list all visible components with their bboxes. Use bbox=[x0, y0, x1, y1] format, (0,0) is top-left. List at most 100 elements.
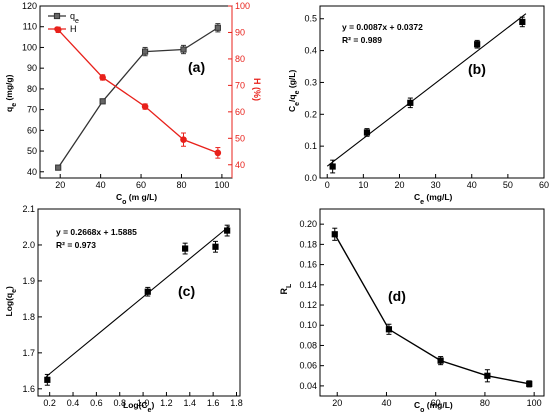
series-line-H bbox=[57, 29, 219, 154]
fit-line bbox=[45, 225, 230, 378]
x-tick-label: 0.6 bbox=[90, 398, 103, 408]
plot-frame-2 bbox=[319, 5, 545, 179]
fit-r2: R² = 0.989 bbox=[342, 35, 382, 45]
y-tick-label: 0.08 bbox=[299, 340, 317, 350]
y-axis-title: Ce/qe (g/L) bbox=[287, 70, 301, 112]
y-tick-label: 0.5 bbox=[304, 14, 317, 24]
data-point bbox=[331, 231, 338, 238]
x-tick-label: 30 bbox=[431, 180, 441, 190]
data-point-qe bbox=[180, 46, 187, 53]
y-tick-label: 60 bbox=[27, 125, 37, 135]
data-point bbox=[44, 376, 51, 383]
data-point-qe bbox=[99, 98, 106, 105]
data-point bbox=[519, 18, 526, 26]
data-point bbox=[182, 245, 189, 252]
y-tick-label: 1.6 bbox=[22, 384, 35, 394]
data-point-H bbox=[214, 149, 222, 157]
y2-tick-label: 70 bbox=[235, 80, 245, 90]
data-point-qe bbox=[214, 24, 221, 31]
y2-axis-title: H (%) bbox=[252, 78, 262, 101]
x-tick-label: 0.8 bbox=[113, 398, 126, 408]
y-tick-label: 100 bbox=[22, 42, 37, 52]
plot-frame-3 bbox=[37, 208, 241, 397]
y2-tick-label: 50 bbox=[235, 133, 245, 143]
legend-marker-H bbox=[54, 26, 60, 32]
panel-label: (a) bbox=[188, 59, 205, 75]
data-point bbox=[437, 357, 444, 364]
legend-label-qe: qe bbox=[70, 11, 79, 25]
x-tick-label: 20 bbox=[394, 180, 404, 190]
series-line bbox=[334, 233, 530, 385]
x-tick-label: 100 bbox=[214, 180, 229, 190]
y-tick-label: 80 bbox=[27, 84, 37, 94]
plot-frame-4 bbox=[319, 208, 545, 397]
x-axis-title: Co (m g/L) bbox=[116, 192, 157, 206]
data-point bbox=[144, 288, 151, 295]
y-tick-label: 2.1 bbox=[22, 204, 35, 214]
x-tick-label: 1.2 bbox=[160, 398, 173, 408]
y-tick-label: 70 bbox=[27, 105, 37, 115]
panel-label: (c) bbox=[178, 283, 195, 299]
y-axis-title: RL bbox=[279, 283, 293, 295]
data-point bbox=[363, 129, 371, 136]
y-tick-label: 120 bbox=[22, 1, 37, 11]
y-axis-title: qe (mg/g) bbox=[4, 74, 18, 112]
y-tick-label: 0.3 bbox=[304, 77, 317, 87]
data-point bbox=[385, 326, 393, 333]
data-point bbox=[484, 372, 491, 379]
x-tick-label: 40 bbox=[96, 180, 106, 190]
y2-tick-label: 40 bbox=[235, 160, 245, 170]
y-tick-label: 2.0 bbox=[22, 240, 35, 250]
fit-r2: R² = 0.973 bbox=[56, 240, 96, 250]
data-point bbox=[474, 41, 481, 48]
data-point bbox=[212, 243, 219, 250]
data-point bbox=[329, 163, 336, 170]
y-tick-label: 0.16 bbox=[299, 260, 317, 270]
y-tick-label: 0.2 bbox=[304, 109, 317, 119]
data-point-qe bbox=[141, 48, 149, 55]
data-point-H bbox=[180, 136, 187, 143]
x-tick-label: 20 bbox=[332, 398, 342, 408]
x-tick-label: 60 bbox=[136, 180, 146, 190]
y2-tick-label: 100 bbox=[235, 1, 250, 11]
y-tick-label: 0.06 bbox=[299, 361, 317, 371]
x-tick-label: 1.6 bbox=[207, 398, 220, 408]
y-tick-label: 0.12 bbox=[299, 300, 317, 310]
y2-tick-label: 80 bbox=[235, 54, 245, 64]
x-tick-label: 1.0 bbox=[137, 398, 150, 408]
x-tick-label: 60 bbox=[539, 180, 549, 190]
y-tick-label: 0.10 bbox=[299, 320, 317, 330]
x-tick-label: 1.8 bbox=[230, 398, 243, 408]
y2-tick-label: 60 bbox=[235, 107, 245, 117]
y-tick-label: 0.4 bbox=[304, 46, 317, 56]
x-tick-label: 0.4 bbox=[67, 398, 80, 408]
panel-label: (b) bbox=[468, 61, 486, 77]
y-tick-label: 1.7 bbox=[22, 348, 35, 358]
x-tick-label: 40 bbox=[467, 180, 477, 190]
data-point-H bbox=[99, 74, 106, 81]
y-tick-label: 110 bbox=[23, 22, 37, 32]
data-point bbox=[224, 227, 231, 234]
x-tick-label: 40 bbox=[381, 398, 391, 408]
fit-equation: y = 0.2668x + 1.5885 bbox=[56, 227, 137, 237]
y2-tick-label: 90 bbox=[235, 27, 245, 37]
data-point bbox=[526, 380, 533, 387]
y-tick-label: 0.0 bbox=[304, 173, 317, 183]
x-tick-label: 0 bbox=[325, 180, 330, 190]
x-tick-label: 100 bbox=[527, 398, 542, 408]
y-tick-label: 0.1 bbox=[304, 141, 317, 151]
y-tick-label: 0.18 bbox=[299, 239, 317, 249]
y-axis-title: Log(qe) bbox=[4, 286, 18, 317]
panel-label: (d) bbox=[388, 288, 406, 304]
x-axis-title: Co (mg/L) bbox=[414, 400, 453, 414]
legend-label-H: H bbox=[70, 24, 77, 34]
y-tick-label: 0.14 bbox=[299, 280, 317, 290]
y-tick-label: 0.04 bbox=[299, 381, 317, 391]
x-tick-label: 20 bbox=[55, 180, 65, 190]
x-tick-label: 50 bbox=[503, 180, 513, 190]
fit-equation: y = 0.0087x + 0.0372 bbox=[342, 22, 423, 32]
series-line-qe bbox=[57, 27, 219, 169]
y-tick-label: 1.9 bbox=[22, 276, 35, 286]
data-point-H bbox=[141, 103, 149, 110]
